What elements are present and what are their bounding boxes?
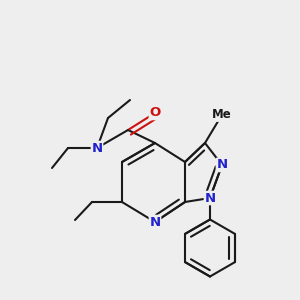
Text: N: N — [149, 215, 161, 229]
Text: N: N — [92, 142, 103, 154]
Text: Me: Me — [212, 108, 232, 121]
Text: O: O — [149, 106, 161, 119]
Text: N: N — [204, 191, 216, 205]
Text: N: N — [216, 158, 228, 172]
